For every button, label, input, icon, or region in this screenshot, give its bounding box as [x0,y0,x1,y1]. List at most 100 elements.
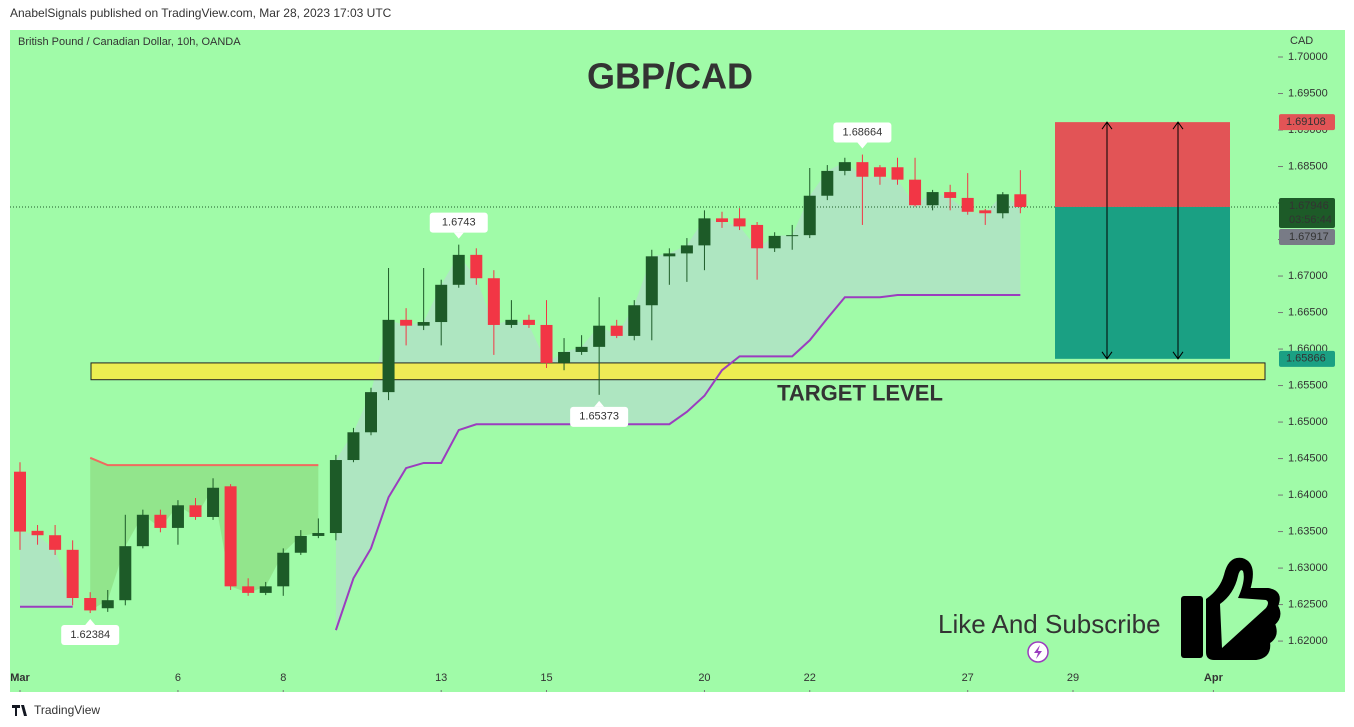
x-tick-label: 20 [698,672,710,684]
candle-body [926,192,939,206]
candle-body [856,162,869,177]
x-tick-label: 29 [1067,672,1079,684]
candle-body [593,325,606,347]
candle-body [961,197,974,212]
candle-body [610,325,623,336]
y-tick-label: 1.64000 [1288,489,1328,501]
target-zone-label: TARGET LEVEL [777,381,943,406]
candle-body [365,392,377,433]
candle-body [470,254,483,279]
candle-body [996,194,1009,214]
candle-body [821,170,834,196]
candle-body [786,235,799,237]
candle-body [628,305,641,336]
candle-body [698,218,711,246]
y-tick-label: 1.66500 [1288,306,1328,318]
indicator-line [89,456,319,467]
candle-body [505,319,518,325]
arrow-head [1101,351,1113,360]
x-tick-label: 8 [280,672,286,684]
callout-pointer [85,619,96,626]
candle-body [224,486,237,587]
y-tick-label: 1.63000 [1288,562,1328,574]
candle-body [136,514,149,547]
target-zone [90,362,1266,381]
candle-body [452,254,465,285]
bid-price-label: 1.67917 [1289,231,1329,243]
callout-pointer [857,142,868,149]
candle-body [803,195,816,236]
arrow-head [1172,351,1184,360]
y-tick-label: 1.68500 [1288,160,1328,172]
lightning-icon [1027,641,1049,663]
y-tick-label: 1.64500 [1288,452,1328,464]
candle-body [716,218,728,223]
y-tick-label: 1.63500 [1288,525,1328,537]
x-tick-label: Apr [1204,672,1224,684]
candle-body [435,284,448,323]
callout-box [429,212,488,233]
countdown-label: 03:56:44 [1289,214,1332,226]
callout-box [833,122,892,143]
candle-body [680,245,693,254]
arrow-head [1101,121,1113,130]
candle-body [575,346,588,352]
y-tick-label: 1.65000 [1288,416,1328,428]
candle-body [891,167,904,180]
candle-body [838,162,851,171]
x-tick-label: 15 [540,672,552,684]
currency: CAD [1290,35,1313,47]
x-tick-label: 22 [804,672,816,684]
candle-body [347,432,360,461]
candle-body [645,256,658,306]
candle-body [873,167,886,177]
trend-fill [90,457,319,611]
candle-body [329,460,342,534]
candle-body [207,487,220,517]
candle-body [259,586,272,593]
subtitle: British Pound / Canadian Dollar, 10h, OA… [18,36,241,48]
candle-body [558,351,571,363]
thumbs-up-icon [1181,557,1281,660]
candle-body [487,278,500,325]
callout-label: 1.68664 [843,126,883,138]
candle-body [66,549,79,599]
bid-price-tag [1279,228,1335,245]
callout-label: 1.6743 [442,217,476,229]
x-tick-label: 13 [435,672,447,684]
callout-pointer [453,232,464,239]
candle-body [277,552,290,587]
candle-body [119,546,132,601]
callout-box [61,625,120,646]
footer-brand: TradingView [34,703,100,717]
trend-fill [20,531,73,607]
candle-body [909,179,922,206]
last-price-tag [1279,197,1335,228]
indicator-line [20,294,1021,631]
stop-zone [1055,122,1230,207]
x-tick-label: 27 [962,672,974,684]
y-tick-label: 1.62000 [1288,635,1328,647]
publisher: AnabelSignals published on TradingView.c… [10,6,392,20]
caption: Like And Subscribe [938,609,1161,639]
candle-body [768,235,781,249]
candle-body [312,533,325,536]
candle-body [944,192,957,198]
y-tick-label: 1.67000 [1288,270,1328,282]
x-tick-label: Mar [10,672,30,684]
candle-body [49,535,62,550]
callout-label: 1.65373 [579,411,619,423]
y-tick-label: 1.65500 [1288,379,1328,391]
candle-body [1014,194,1027,207]
y-tick-label: 1.70000 [1288,51,1328,63]
candle-body [101,600,114,609]
last-price-label: 1.67946 [1289,200,1329,212]
arrow-head [1172,121,1184,130]
candle-body [751,224,764,249]
stop-tag [1279,114,1335,131]
target-tag [1279,350,1335,367]
candle-body [979,210,992,214]
candle-body [294,535,307,553]
candle-body [733,218,746,227]
